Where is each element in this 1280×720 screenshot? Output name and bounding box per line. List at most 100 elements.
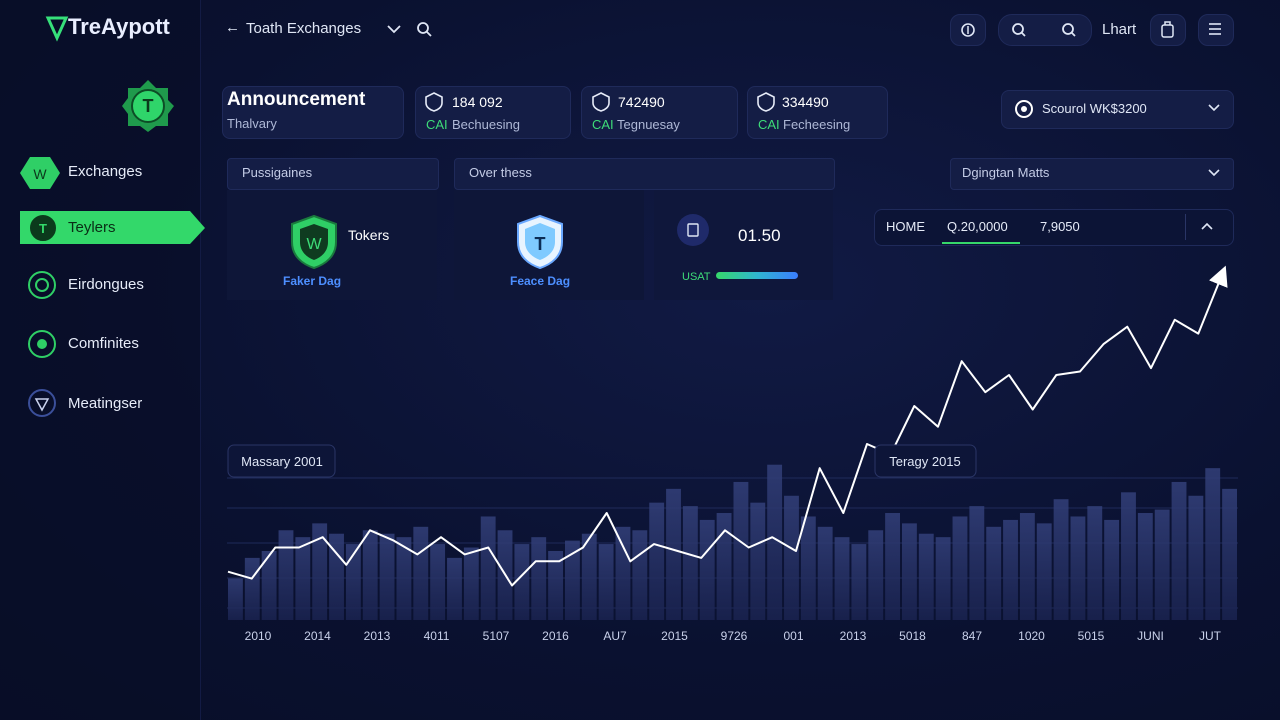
volume-bar xyxy=(935,537,951,620)
stat-icon xyxy=(757,92,775,112)
top-dropdown[interactable] xyxy=(1001,90,1234,129)
volume-bar xyxy=(261,550,277,620)
volume-bar xyxy=(817,526,833,620)
panel-header xyxy=(454,158,835,190)
bag-button[interactable] xyxy=(1150,14,1186,46)
stat-prefix: CAI xyxy=(758,117,780,132)
volume-bar xyxy=(531,537,547,620)
nav-item[interactable]: Eirdongues xyxy=(68,276,144,293)
volume-bar xyxy=(430,544,446,620)
chevron xyxy=(1208,169,1220,177)
x-tick-label: JUNI xyxy=(1137,629,1164,643)
user-name[interactable]: Lhart xyxy=(1102,21,1137,38)
stat-card xyxy=(581,86,738,139)
volume-bar xyxy=(1188,495,1204,620)
volume-bar xyxy=(1121,492,1136,620)
volume-bar xyxy=(1222,488,1237,620)
nav-item[interactable]: Comfinites xyxy=(68,335,139,352)
svg-text:T: T xyxy=(535,234,546,254)
x-tick-label: 847 xyxy=(962,629,982,643)
token-label: Faker Dag xyxy=(283,274,342,288)
token-shield: W xyxy=(291,214,337,270)
menu-icon xyxy=(1209,23,1221,35)
menu-button[interactable] xyxy=(1198,14,1234,46)
volume-bar xyxy=(379,533,395,620)
token-label: Feace Dag xyxy=(510,274,571,288)
volume-bar xyxy=(1137,513,1153,620)
active-item-bg xyxy=(20,211,205,244)
x-tick-label: 5107 xyxy=(483,629,510,643)
tab[interactable]: HOME xyxy=(886,219,925,234)
right-dropdown[interactable] xyxy=(950,158,1234,190)
breadcrumb[interactable]: Toath Exchanges xyxy=(246,20,362,37)
volume-bar xyxy=(581,533,597,620)
nav-item[interactable]: Teylers xyxy=(68,219,116,236)
stat-prefix: CAI xyxy=(592,117,614,132)
volume-bar xyxy=(649,502,665,620)
x-tick-label: 2016 xyxy=(542,629,569,643)
nav-item[interactable]: Meatingser xyxy=(68,395,143,412)
volume-bar xyxy=(1205,468,1221,620)
volume-bar xyxy=(969,506,985,620)
volume-bar xyxy=(986,526,1002,620)
back-arrow[interactable]: ← xyxy=(225,19,240,36)
panel-header xyxy=(227,158,439,190)
svg-text:W: W xyxy=(33,166,47,182)
volume-bar xyxy=(1019,513,1035,620)
volume-bar xyxy=(345,544,361,620)
svg-text:W: W xyxy=(306,236,322,253)
volume-bar xyxy=(885,513,900,620)
volume-bar xyxy=(682,506,698,620)
chevron-up[interactable] xyxy=(1200,220,1214,232)
breadcrumb-tools[interactable] xyxy=(385,20,435,40)
stat-label: Tegnuesay xyxy=(617,117,680,132)
volume-bar xyxy=(800,516,816,620)
search-icons xyxy=(1012,23,1076,37)
volume-bar xyxy=(615,526,631,620)
stat-value: 334490 xyxy=(782,94,829,110)
svg-text:T: T xyxy=(39,221,47,236)
nav-item[interactable]: Exchanges xyxy=(68,163,143,180)
volume-bar xyxy=(784,495,799,620)
x-tick-label: 2015 xyxy=(661,629,688,643)
logo-icon xyxy=(45,16,69,42)
fingerprint-icon xyxy=(961,23,975,37)
price-value: 01.50 xyxy=(738,226,781,245)
announcement-subtitle: Thalvary xyxy=(227,116,277,131)
stat-icon xyxy=(592,92,610,112)
price-icon xyxy=(677,214,709,246)
volume-bar xyxy=(851,544,867,620)
tab[interactable]: Q.20,0000 xyxy=(947,219,1008,234)
chevron xyxy=(1208,104,1220,112)
x-tick-label: 5015 xyxy=(1078,629,1105,643)
x-tick-label: AU7 xyxy=(603,629,627,643)
volume-bar xyxy=(413,526,429,620)
volume-bar xyxy=(312,523,328,620)
chart-grid xyxy=(227,477,1238,609)
panel-title: Over thess xyxy=(469,165,532,180)
bag-icon xyxy=(1161,21,1174,38)
panel-body xyxy=(654,190,833,300)
x-tick-label: 9726 xyxy=(721,629,748,643)
dropdown-icon xyxy=(1015,100,1033,118)
volume-bar xyxy=(480,516,496,620)
volume-bar xyxy=(666,488,681,620)
volume-bar xyxy=(716,513,732,620)
annotation-box xyxy=(227,444,336,478)
volume-bar xyxy=(767,464,783,620)
x-tick-label: 1020 xyxy=(1018,629,1045,643)
volume-bar xyxy=(1070,516,1086,620)
tab[interactable]: 7,9050 xyxy=(1040,219,1080,234)
volume-bar xyxy=(868,530,884,620)
logo: TreAypott xyxy=(68,14,170,39)
stat-value: 742490 xyxy=(618,94,665,110)
nav-icon: T xyxy=(30,215,56,241)
volume-bar xyxy=(565,540,580,620)
volume-bar xyxy=(1171,481,1187,620)
token-name: Tokers xyxy=(348,227,390,243)
tab-bar xyxy=(874,209,1234,246)
stat-value: 184 092 xyxy=(452,94,503,110)
x-tick-label: JUT xyxy=(1199,629,1222,643)
x-tick-label: 2014 xyxy=(304,629,331,643)
